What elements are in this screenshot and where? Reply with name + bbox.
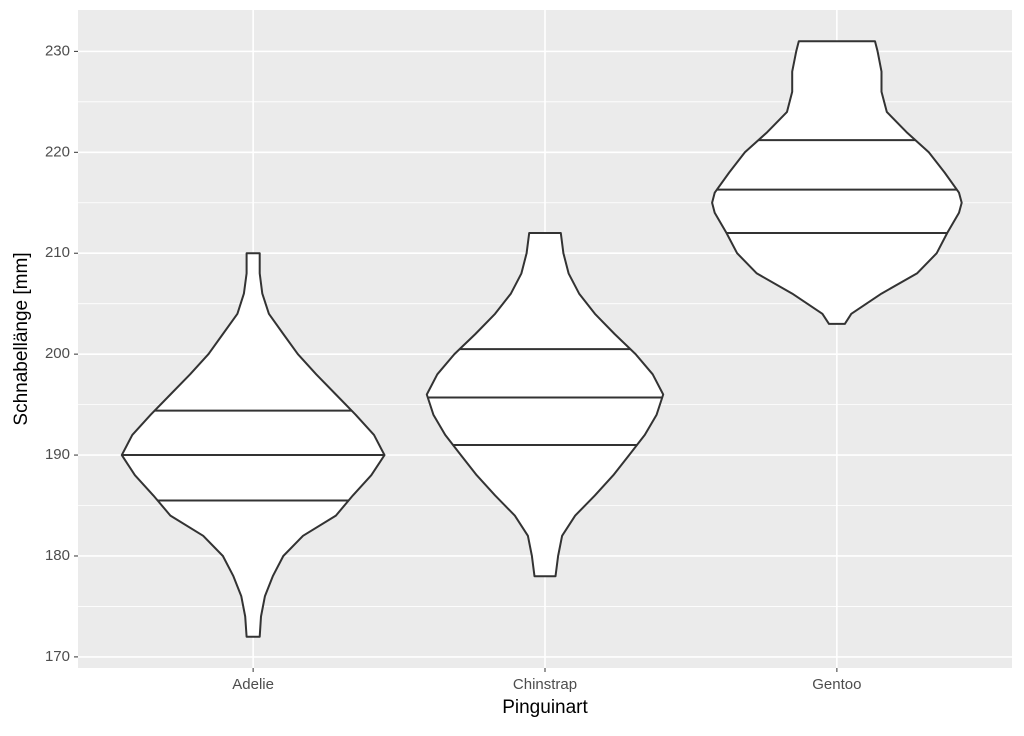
y-tick-label: 210 [45,244,70,261]
x-axis-title: Pinguinart [502,697,588,718]
x-tick-label: Chinstrap [513,676,577,693]
violin [711,40,963,325]
y-tick-label: 190 [45,446,70,463]
y-tick-label: 180 [45,547,70,564]
y-tick-label: 200 [45,345,70,362]
y-tick-label: 220 [45,143,70,160]
y-tick-label: 230 [45,42,70,59]
violin [425,232,665,578]
y-tick-label: 170 [45,648,70,665]
y-axis-title: Schnabellänge [mm] [11,252,32,425]
x-tick-label: Adelie [232,676,274,693]
violin [120,252,386,638]
x-tick-label: Gentoo [812,676,861,693]
